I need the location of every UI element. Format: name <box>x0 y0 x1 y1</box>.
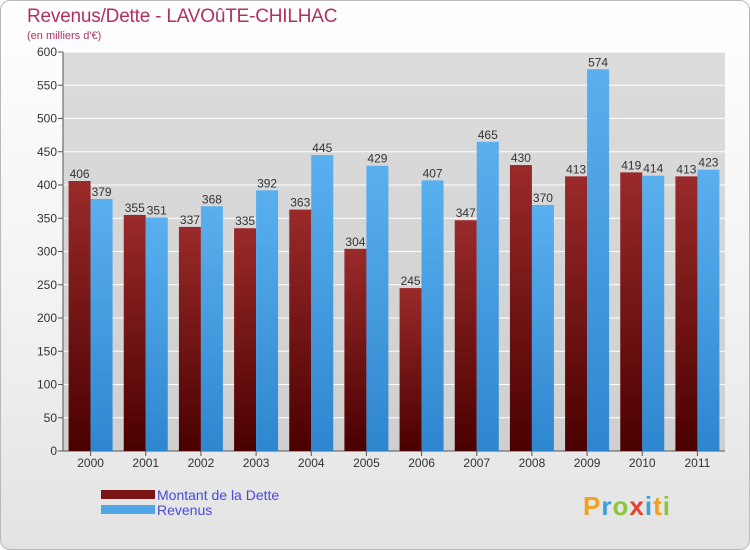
bar-revenue <box>421 180 444 451</box>
bar-revenue <box>531 204 554 451</box>
bar-revenue <box>311 155 334 451</box>
logo-letter: t <box>653 491 663 521</box>
proxiti-logo: Proxiti <box>583 491 671 522</box>
legend-swatch-revenue <box>101 505 155 514</box>
chart-title: Revenus/Dette - LAVOûTE-CHILHAC <box>27 6 338 27</box>
x-tick-label: 2002 <box>188 456 215 470</box>
bar-debt <box>68 181 91 451</box>
bar-revenue <box>145 217 168 451</box>
data-label-debt: 335 <box>235 214 255 228</box>
data-label-debt: 355 <box>125 201 145 215</box>
bar-debt <box>123 214 146 451</box>
y-tick-label: 100 <box>37 378 57 392</box>
bar-debt <box>344 248 367 451</box>
y-tick-label: 250 <box>37 278 57 292</box>
x-tick-label: 2011 <box>685 456 711 470</box>
data-label-debt: 347 <box>456 206 476 220</box>
data-label-revenue: 351 <box>147 204 167 218</box>
x-tick-label: 2000 <box>77 456 104 470</box>
y-tick-label: 350 <box>37 211 57 225</box>
data-label-debt: 337 <box>180 213 200 227</box>
data-label-debt: 419 <box>621 158 641 172</box>
bar-revenue <box>200 206 223 451</box>
data-label-revenue: 379 <box>92 185 112 199</box>
x-tick-label: 2004 <box>298 456 325 470</box>
y-tick-label: 550 <box>37 78 57 92</box>
data-label-revenue: 423 <box>698 156 718 170</box>
legend-swatch-debt <box>101 490 155 499</box>
bar-debt <box>399 288 422 451</box>
data-label-revenue: 429 <box>367 152 387 166</box>
data-label-revenue: 370 <box>533 191 553 205</box>
bar-debt <box>565 176 588 452</box>
data-label-debt: 363 <box>290 196 310 210</box>
x-tick-label: 2007 <box>463 456 490 470</box>
logo-letter: i <box>662 491 671 521</box>
y-tick-label: 500 <box>37 112 57 126</box>
bar-revenue <box>587 69 610 451</box>
data-label-revenue: 445 <box>312 141 332 155</box>
data-label-revenue: 574 <box>588 55 608 69</box>
y-tick-label: 200 <box>37 311 57 325</box>
data-label-debt: 413 <box>566 162 586 176</box>
data-label-debt: 304 <box>345 235 365 249</box>
logo-letter: i <box>644 491 654 521</box>
bar-revenue <box>256 190 279 451</box>
y-tick-label: 450 <box>37 145 57 159</box>
legend-item-debt: Montant de la Dette <box>101 486 280 503</box>
legend-label-revenue: Revenus <box>157 501 213 518</box>
chart-subtitle: (en milliers d'€) <box>27 30 102 42</box>
data-label-debt: 406 <box>70 167 90 181</box>
logo-letter: P <box>583 491 602 521</box>
y-tick-label: 0 <box>50 444 57 458</box>
bar-debt <box>509 165 532 452</box>
legend: Montant de la Dette Revenus <box>101 486 280 518</box>
bar-revenue <box>366 165 389 451</box>
data-label-debt: 413 <box>676 162 696 176</box>
bar-debt <box>178 226 201 451</box>
data-label-debt: 245 <box>401 274 421 288</box>
bar-revenue <box>642 175 665 451</box>
x-tick-label: 2008 <box>519 456 546 470</box>
data-label-debt: 430 <box>511 151 531 165</box>
x-tick-label: 2005 <box>353 456 380 470</box>
x-tick-label: 2010 <box>629 456 656 470</box>
y-tick-label: 600 <box>37 45 57 59</box>
bar-debt <box>289 209 312 451</box>
bar-revenue <box>476 141 499 451</box>
bar-revenue <box>90 198 113 451</box>
data-label-revenue: 407 <box>423 166 443 180</box>
legend-label-debt: Montant de la Dette <box>157 486 280 503</box>
y-tick-label: 400 <box>37 178 57 192</box>
x-tick-label: 2006 <box>408 456 435 470</box>
logo-letter: r <box>601 491 613 521</box>
logo-letter: o <box>612 491 630 521</box>
bar-debt <box>234 228 257 451</box>
data-label-revenue: 465 <box>478 128 498 142</box>
x-tick-label: 2001 <box>132 456 159 470</box>
x-tick-label: 2009 <box>574 456 601 470</box>
x-tick-label: 2003 <box>243 456 270 470</box>
bar-debt <box>454 220 477 451</box>
data-label-revenue: 368 <box>202 192 222 206</box>
y-tick-label: 50 <box>44 411 58 425</box>
legend-item-revenue: Revenus <box>101 501 279 518</box>
data-label-revenue: 392 <box>257 176 277 190</box>
data-label-revenue: 414 <box>643 162 663 176</box>
bar-revenue <box>697 169 720 451</box>
bar-debt <box>620 172 643 452</box>
y-tick-label: 150 <box>37 344 57 358</box>
y-tick-label: 300 <box>37 245 57 259</box>
bar-debt <box>675 176 698 452</box>
logo-letter: x <box>629 491 645 521</box>
